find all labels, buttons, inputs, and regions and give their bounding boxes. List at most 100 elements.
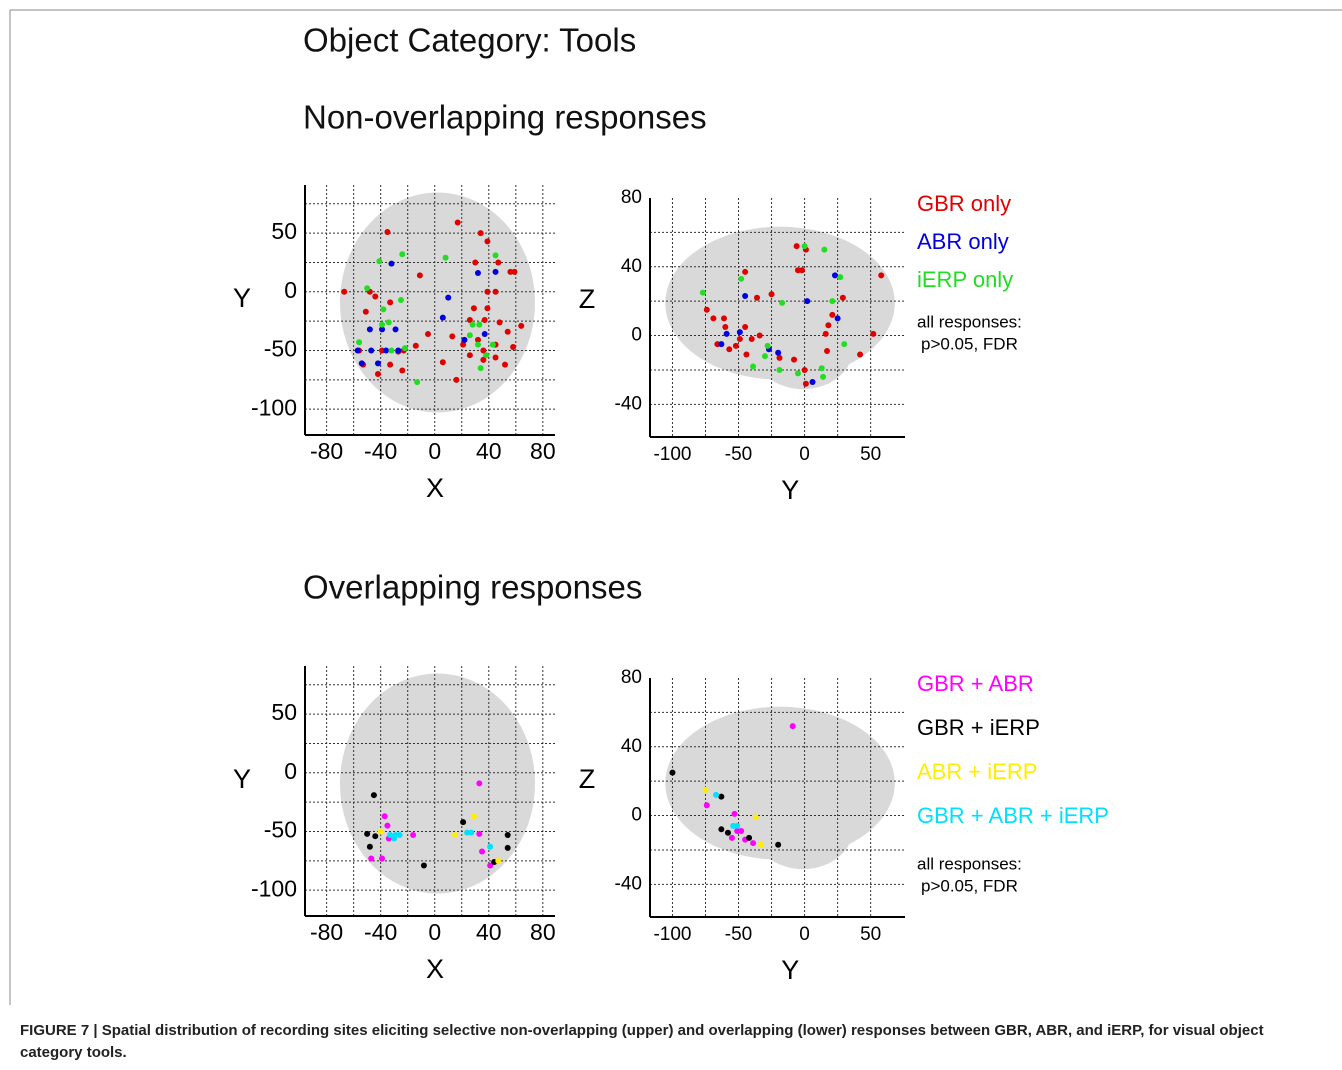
data-point <box>713 791 720 798</box>
x-tick-label: 50 <box>860 444 881 465</box>
data-point <box>392 326 399 333</box>
data-point <box>489 341 496 348</box>
data-point <box>834 315 841 322</box>
data-point <box>738 275 745 282</box>
data-point <box>492 354 499 361</box>
data-point <box>477 230 484 237</box>
x-tick-label: 80 <box>530 919 556 945</box>
data-point <box>703 306 710 313</box>
data-point <box>377 828 384 835</box>
data-point <box>504 844 511 851</box>
data-point <box>416 272 423 279</box>
data-point <box>736 329 743 336</box>
data-point <box>809 378 816 385</box>
x-tick-label: -80 <box>310 438 343 464</box>
data-point <box>822 330 829 337</box>
data-point <box>728 834 735 841</box>
data-point <box>702 786 709 793</box>
data-point <box>468 829 475 836</box>
x-tick-label: 40 <box>476 919 502 945</box>
y-tick-label: 0 <box>631 805 642 826</box>
data-point <box>414 379 421 386</box>
legend-entry: GBR only <box>917 191 1011 216</box>
data-point <box>754 294 761 301</box>
data-point <box>372 293 379 300</box>
data-point <box>857 351 864 358</box>
data-point <box>379 321 386 328</box>
data-point <box>710 315 717 322</box>
y-tick-label: -100 <box>251 875 297 901</box>
data-point <box>356 339 363 346</box>
y-axis-label: Z <box>579 284 596 314</box>
data-point <box>399 367 406 374</box>
data-point <box>454 219 461 226</box>
data-point <box>703 802 710 809</box>
data-point <box>742 268 749 275</box>
data-point <box>368 855 375 862</box>
data-point <box>752 814 759 821</box>
data-point <box>442 254 449 261</box>
data-point <box>734 822 741 829</box>
data-point <box>399 251 406 258</box>
data-point <box>718 793 725 800</box>
data-point <box>818 365 825 372</box>
data-point <box>804 298 811 305</box>
data-point <box>476 780 483 787</box>
data-point <box>496 319 503 326</box>
x-tick-label: -50 <box>725 924 752 945</box>
data-point <box>460 341 467 348</box>
data-point <box>476 321 483 328</box>
data-point <box>474 336 481 343</box>
data-point <box>731 810 738 817</box>
x-axis-label: Y <box>781 955 799 985</box>
data-point <box>412 342 419 349</box>
x-axis-label: X <box>426 954 444 984</box>
data-point <box>374 360 381 367</box>
data-point <box>724 829 731 836</box>
data-point <box>368 347 375 354</box>
y-axis-label: Z <box>579 764 596 794</box>
data-point <box>776 366 783 373</box>
x-tick-label: -100 <box>653 444 691 465</box>
data-point <box>341 288 348 295</box>
data-point <box>492 268 499 275</box>
data-point <box>453 376 460 383</box>
brainstem-outline <box>752 783 854 870</box>
x-tick-label: 0 <box>799 444 810 465</box>
data-point <box>402 345 408 352</box>
data-point <box>821 246 828 253</box>
data-point <box>376 258 383 265</box>
data-point <box>381 813 388 820</box>
data-point <box>420 862 427 869</box>
data-point <box>466 316 473 323</box>
data-point <box>793 243 800 250</box>
data-point <box>841 341 848 348</box>
data-point <box>481 331 488 338</box>
data-point <box>761 353 768 360</box>
data-point <box>801 243 808 250</box>
data-point <box>364 285 371 292</box>
data-point <box>718 341 725 348</box>
data-point <box>379 855 386 862</box>
x-axis-label: Y <box>781 475 799 505</box>
data-point <box>723 330 730 337</box>
y-tick-label: 40 <box>621 736 642 757</box>
x-tick-label: 40 <box>476 438 502 464</box>
data-point <box>798 267 805 274</box>
data-point <box>460 819 467 826</box>
y-tick-label: 80 <box>621 187 642 208</box>
data-point <box>396 832 403 839</box>
x-tick-label: 0 <box>799 924 810 945</box>
data-point <box>470 813 477 820</box>
data-point <box>732 342 739 349</box>
data-point <box>738 828 745 835</box>
data-point <box>387 832 394 839</box>
data-point <box>775 841 782 848</box>
data-point <box>742 323 749 330</box>
y-tick-label: -50 <box>264 817 297 843</box>
data-point <box>387 299 394 306</box>
data-point <box>831 272 838 279</box>
y-tick-label: 80 <box>621 667 642 688</box>
data-point <box>504 832 511 839</box>
data-point <box>825 322 832 329</box>
